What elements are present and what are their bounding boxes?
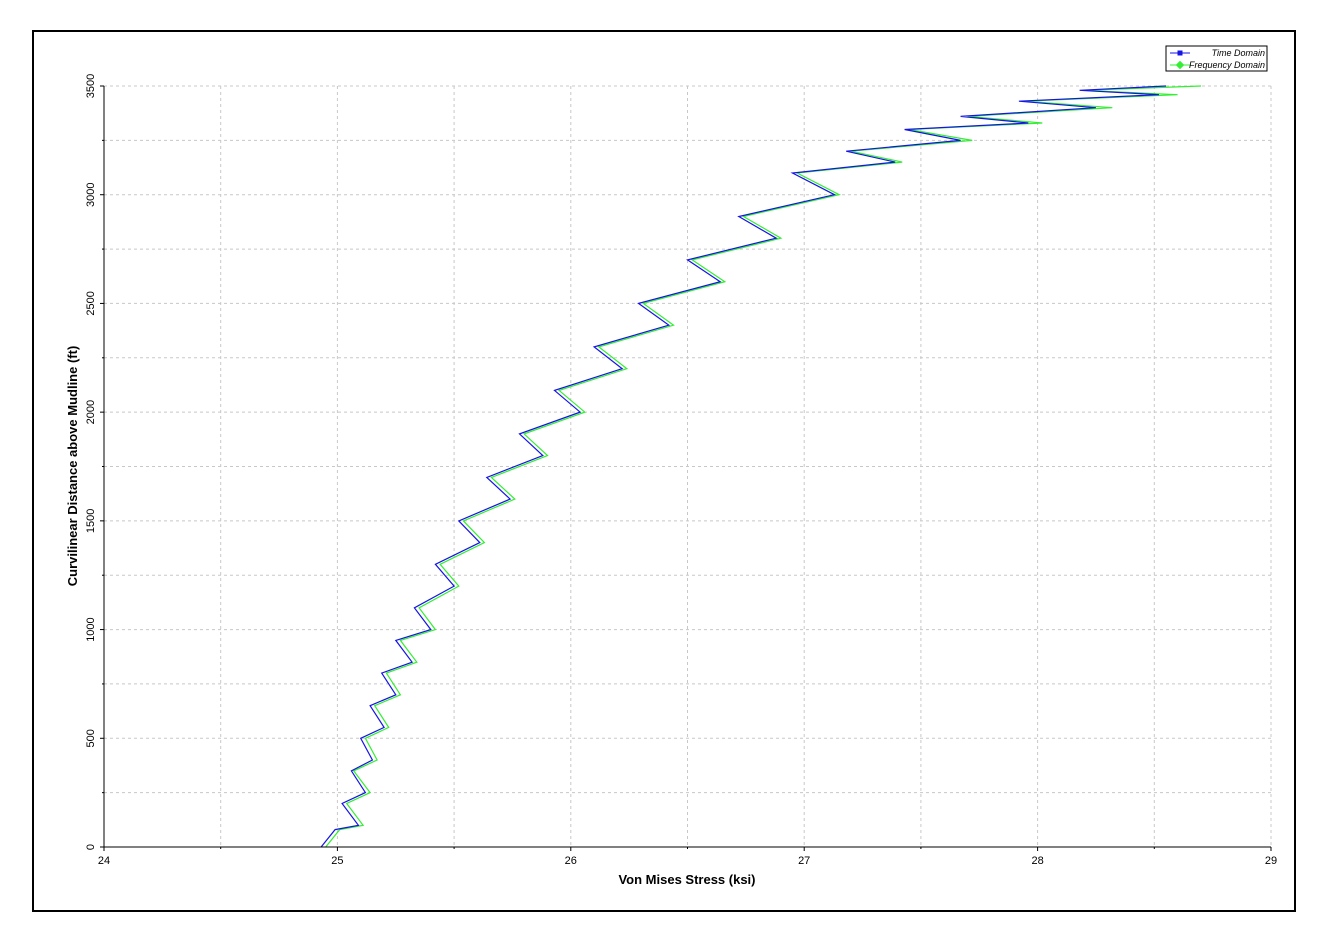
legend-time-label: Time Domain bbox=[1212, 48, 1265, 58]
x-tick-label: 27 bbox=[798, 855, 810, 867]
x-tick-label: 26 bbox=[565, 855, 577, 867]
x-ticks: 24 25 26 27 28 29 bbox=[98, 847, 1277, 867]
legend-time-marker bbox=[1177, 50, 1183, 56]
y-tick-label: 0 bbox=[85, 844, 97, 850]
chart-frame bbox=[32, 30, 1296, 912]
series-layer bbox=[320, 85, 1202, 848]
series-line-frequency-domain bbox=[325, 85, 1202, 848]
y-axis-title: Curvilinear Distance above Mudline (ft) bbox=[65, 346, 80, 587]
y-tick-label: 3500 bbox=[85, 74, 97, 98]
legend: Time Domain Frequency Domain bbox=[1165, 45, 1268, 72]
y-tick-label: 500 bbox=[85, 729, 97, 747]
y-ticks: 0 500 1000 1500 2000 2500 3000 3500 bbox=[85, 74, 104, 850]
y-tick-label: 1500 bbox=[85, 509, 97, 533]
y-tick-label: 1000 bbox=[85, 617, 97, 641]
series-line-time-domain bbox=[320, 85, 1167, 848]
x-tick-label: 28 bbox=[1031, 855, 1043, 867]
y-tick-label: 2500 bbox=[85, 291, 97, 315]
x-tick-label: 29 bbox=[1265, 855, 1277, 867]
legend-freq-label: Frequency Domain bbox=[1189, 60, 1265, 70]
legend-box bbox=[1165, 45, 1268, 72]
x-axis-title: Von Mises Stress (ksi) bbox=[618, 872, 755, 887]
y-tick-label: 3000 bbox=[85, 182, 97, 206]
y-tick-label: 2000 bbox=[85, 400, 97, 424]
x-tick-label: 24 bbox=[98, 855, 110, 867]
grid bbox=[104, 85, 1272, 847]
x-tick-label: 25 bbox=[331, 855, 343, 867]
